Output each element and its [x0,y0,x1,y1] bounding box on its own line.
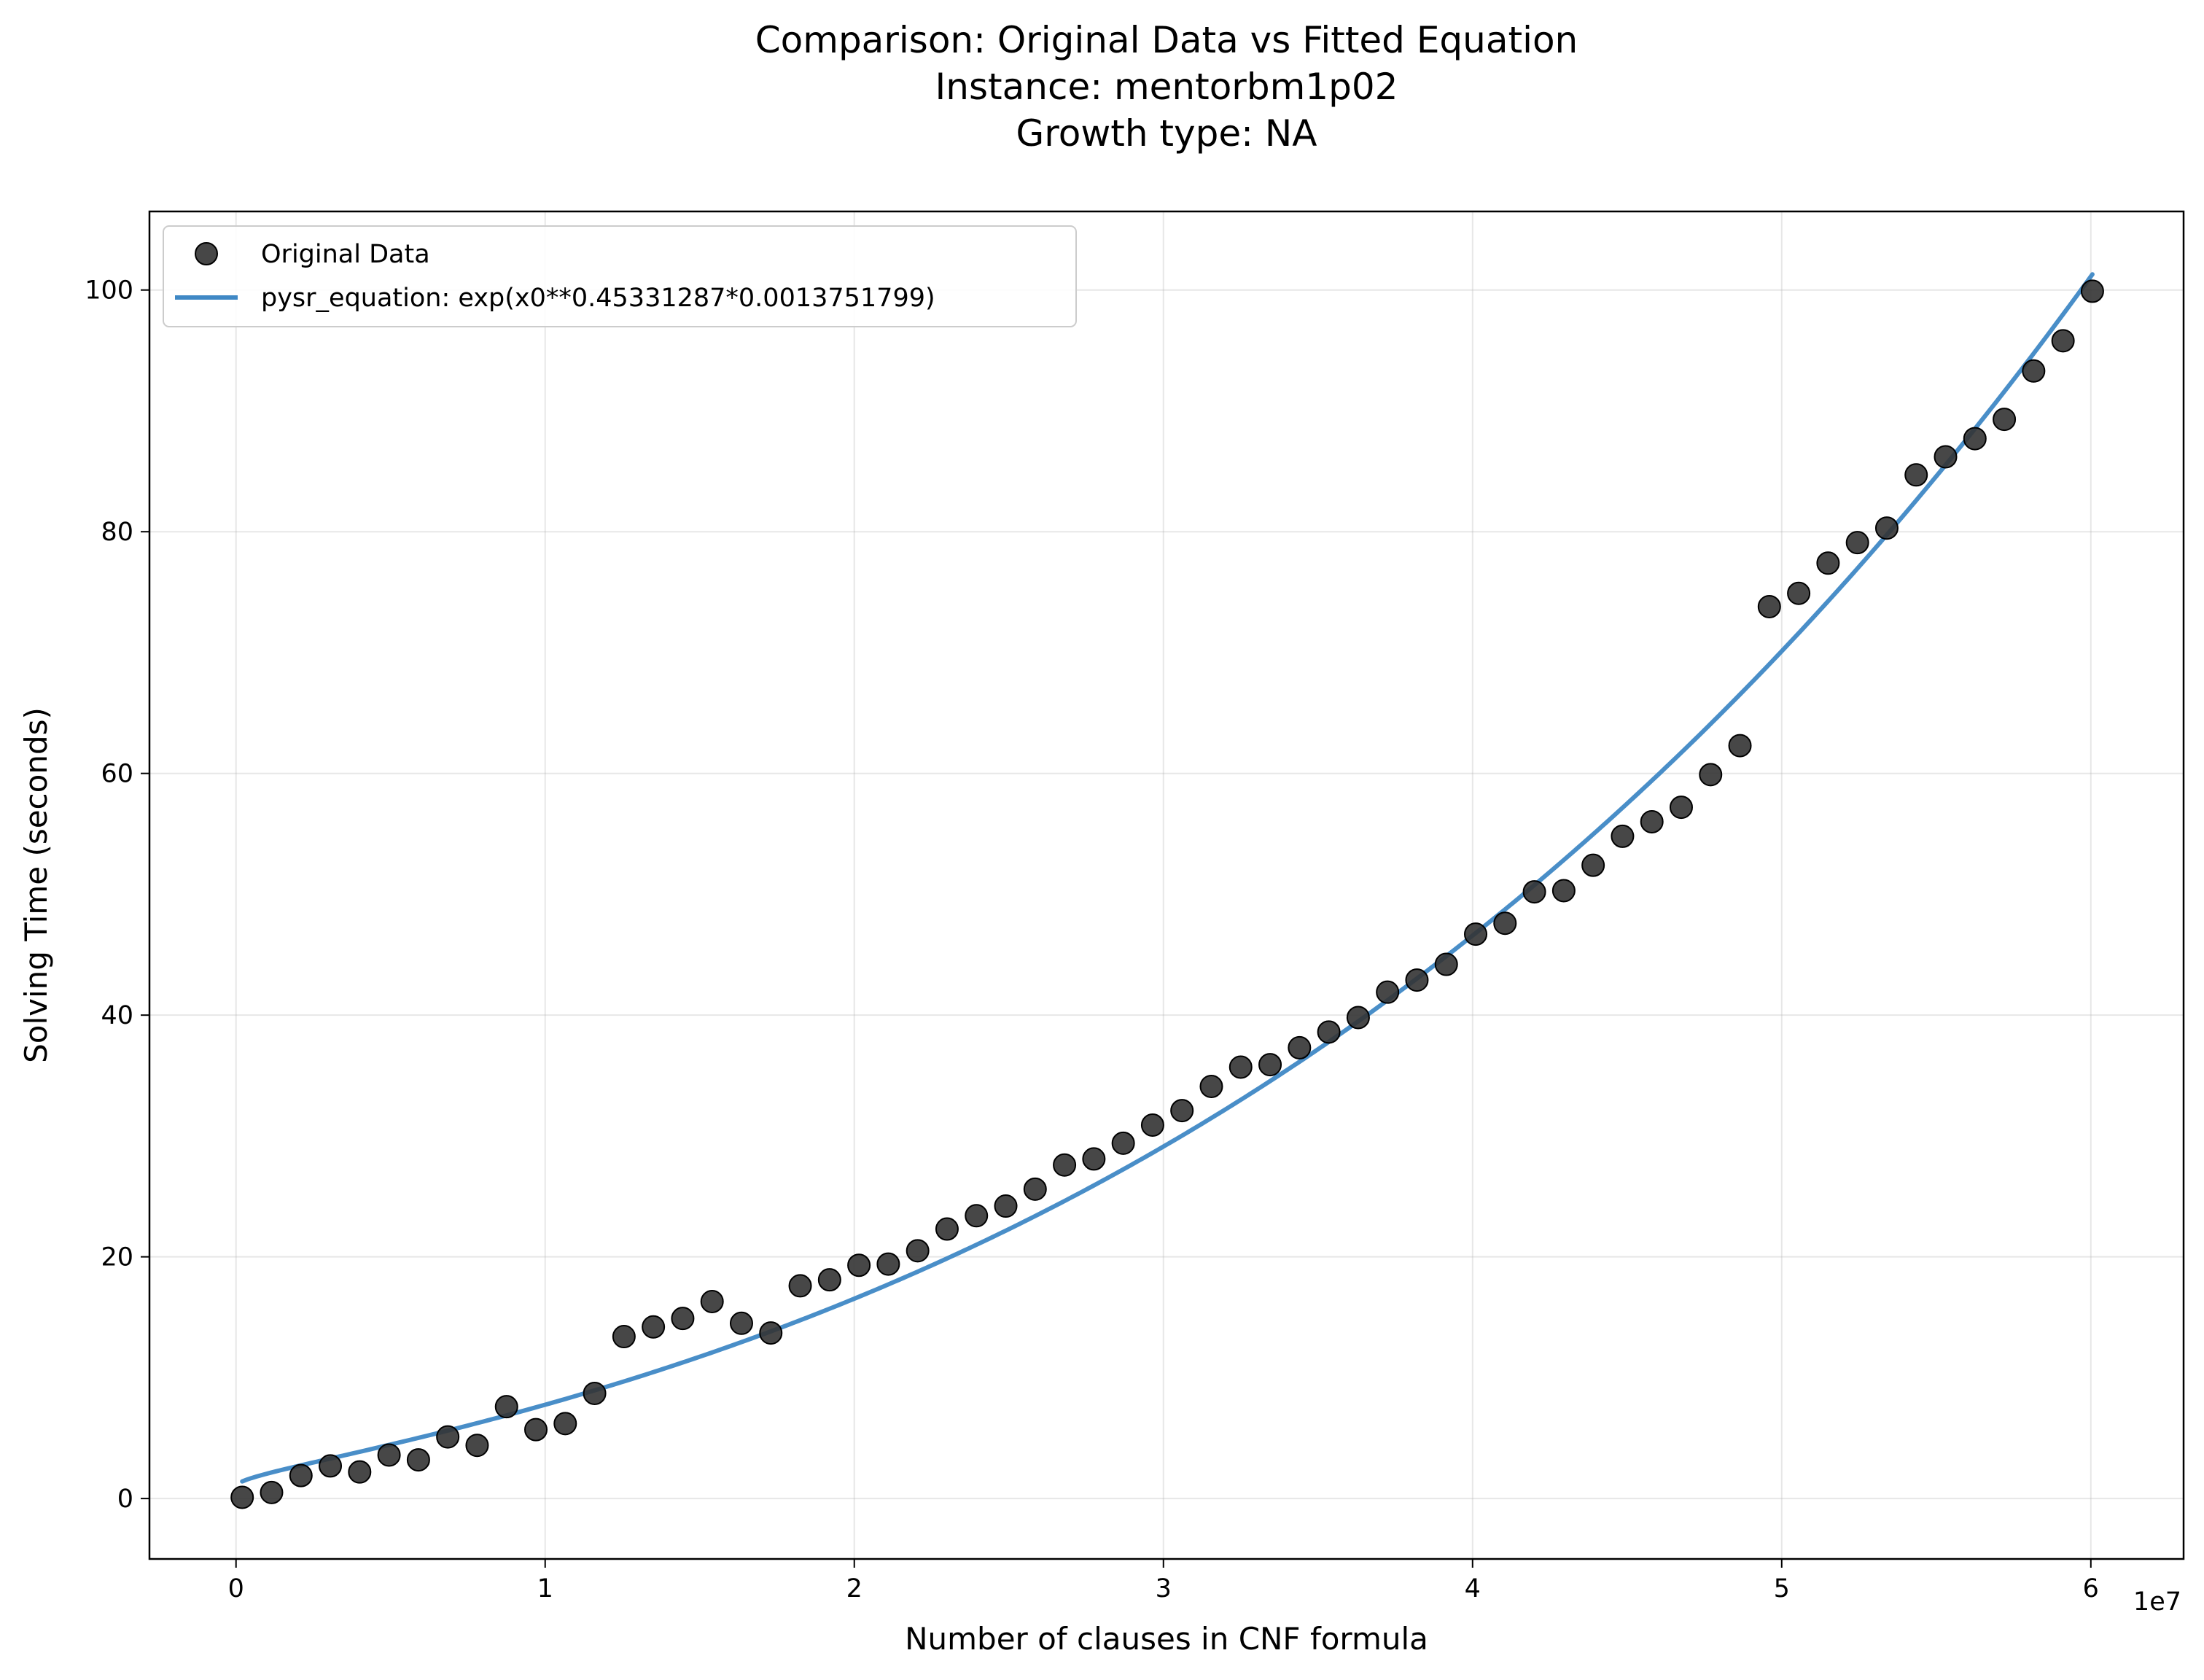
scatter-series [230,279,2104,1509]
data-point [612,1325,636,1349]
data-point [1963,427,1987,451]
data-point [1757,594,1781,618]
data-point [406,1448,430,1472]
data-point [906,1239,930,1263]
title-line-2: Instance: mentorbm1p02 [935,66,1398,108]
x-tick-label: 2 [846,1574,862,1603]
data-point [1904,463,1928,487]
x-axis-offset-label: 1e7 [2133,1587,2181,1617]
data-point [377,1443,401,1467]
data-point [1611,824,1635,848]
data-point [1934,445,1958,469]
data-point [494,1395,518,1419]
data-point [817,1268,841,1292]
data-point [876,1252,900,1276]
data-point [1258,1053,1282,1077]
legend: Original Data pysr_equation: exp(x0**0.4… [163,225,1077,327]
y-tick-label: 0 [117,1485,133,1514]
x-tick-label: 3 [1156,1574,1172,1603]
data-point [788,1274,812,1298]
data-point [700,1289,724,1313]
data-point [348,1460,372,1484]
data-point [465,1434,489,1458]
data-point [1581,853,1605,877]
data-point [1317,1020,1341,1044]
legend-box [163,225,1077,327]
data-point [1111,1131,1135,1155]
x-axis-ticks: 0 1 2 3 4 5 6 [228,1559,2099,1603]
data-point [1787,581,1811,605]
data-point [583,1381,607,1405]
data-point [524,1418,548,1442]
x-axis-label: Number of clauses in CNF formula [905,1621,1428,1657]
y-axis-ticks: 0 20 40 60 80 100 [85,276,149,1514]
data-point [1816,551,1840,575]
data-point [1493,911,1517,936]
data-point [729,1311,753,1335]
data-point [1669,796,1693,820]
x-tick-label: 1 [537,1574,553,1603]
data-point [1140,1113,1164,1137]
x-tick-label: 0 [228,1574,244,1603]
x-tick-label: 6 [2083,1574,2099,1603]
x-tick-label: 5 [1774,1574,1790,1603]
y-tick-label: 60 [101,760,133,789]
data-point [994,1194,1018,1218]
fitted-line-series [240,272,2095,1484]
grid [149,211,2184,1559]
fitted-line [240,272,2095,1484]
data-point [553,1412,577,1436]
data-point [1082,1147,1106,1171]
data-point [1405,968,1429,992]
data-point [260,1480,284,1504]
data-point [1874,516,1899,540]
y-tick-label: 100 [85,276,133,306]
data-point [1053,1153,1077,1177]
data-point [1551,879,1576,903]
legend-marker-original-data [195,242,218,265]
data-point [1993,408,2017,432]
y-tick-label: 80 [101,518,133,547]
data-point [935,1217,959,1241]
data-point [1346,1006,1370,1030]
data-point [1522,880,1546,904]
legend-label-original-data: Original Data [261,240,430,269]
data-point [1376,980,1400,1004]
data-point [1023,1177,1047,1201]
data-point [1199,1074,1223,1098]
data-point [289,1463,313,1488]
data-point [1170,1099,1194,1123]
data-point [2080,279,2104,303]
data-point [847,1253,871,1278]
y-axis-label: Solving Time (seconds) [18,707,54,1063]
data-point [1728,734,1752,758]
data-point [965,1204,989,1228]
plot-frame [148,210,2185,1560]
data-point [1288,1035,1312,1059]
data-point [319,1454,343,1478]
data-point [1228,1055,1253,1079]
legend-label-pysr-equation: pysr_equation: exp(x0**0.45331287*0.0013… [261,284,935,313]
data-point [1464,922,1488,946]
data-point [2022,359,2046,383]
data-point [1845,531,1869,555]
title-line-1: Comparison: Original Data vs Fitted Equa… [755,19,1578,61]
data-point [230,1485,254,1509]
data-point [642,1315,666,1339]
y-tick-label: 40 [101,1001,133,1030]
data-point [1434,952,1458,976]
data-point [1699,763,1723,787]
data-point [2051,329,2075,353]
chart-title: Comparison: Original Data vs Fitted Equa… [755,19,1578,155]
y-tick-label: 20 [101,1243,133,1272]
data-point [671,1307,695,1331]
x-tick-label: 4 [1465,1574,1481,1603]
data-point [436,1425,460,1449]
title-line-3: Growth type: NA [1016,112,1317,155]
data-point [1640,809,1664,833]
data-point [759,1321,783,1345]
